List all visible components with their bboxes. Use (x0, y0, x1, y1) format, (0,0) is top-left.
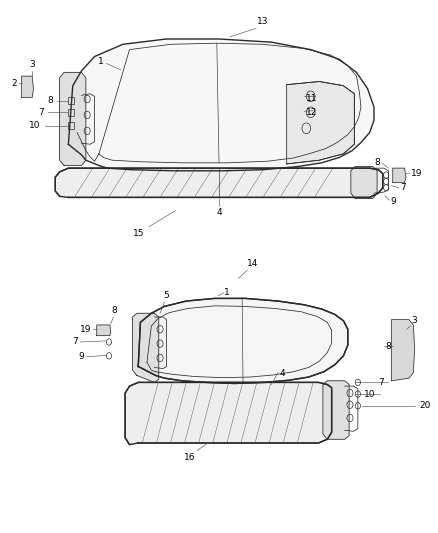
Text: 7: 7 (400, 183, 406, 192)
Text: 8: 8 (386, 342, 392, 351)
Text: 8: 8 (111, 306, 117, 316)
Text: 7: 7 (38, 108, 43, 117)
Text: 3: 3 (29, 60, 35, 69)
Bar (68, 122, 74, 130)
Text: 13: 13 (257, 17, 268, 26)
Polygon shape (287, 82, 354, 164)
Text: 16: 16 (184, 453, 195, 462)
Text: 10: 10 (364, 390, 375, 399)
Polygon shape (351, 166, 377, 198)
Polygon shape (133, 313, 159, 382)
Text: 20: 20 (420, 401, 431, 410)
Polygon shape (392, 320, 415, 381)
Polygon shape (393, 168, 406, 182)
Text: 9: 9 (79, 352, 85, 361)
Text: 19: 19 (411, 169, 423, 178)
Text: 8: 8 (47, 96, 53, 105)
Text: 15: 15 (132, 229, 144, 238)
Text: 11: 11 (306, 94, 318, 103)
Text: 3: 3 (411, 316, 417, 325)
Polygon shape (323, 381, 349, 439)
Polygon shape (125, 382, 332, 445)
Text: 7: 7 (378, 378, 384, 387)
Text: 7: 7 (73, 337, 78, 346)
Text: 4: 4 (216, 208, 222, 217)
Polygon shape (97, 325, 111, 336)
Text: 1: 1 (99, 58, 104, 66)
Text: 10: 10 (29, 121, 41, 130)
Polygon shape (60, 72, 86, 165)
Text: 8: 8 (375, 158, 381, 167)
Polygon shape (55, 168, 383, 197)
Polygon shape (21, 76, 33, 98)
Text: 12: 12 (306, 108, 318, 117)
Text: 4: 4 (279, 369, 285, 378)
Bar (68, 109, 74, 116)
Polygon shape (68, 39, 374, 171)
Text: 9: 9 (390, 197, 396, 206)
Text: 1: 1 (224, 287, 230, 296)
Text: 14: 14 (247, 259, 259, 268)
Text: 5: 5 (163, 291, 169, 300)
Text: 2: 2 (12, 78, 17, 87)
Bar (68, 97, 74, 104)
Text: 19: 19 (80, 325, 92, 334)
Polygon shape (138, 298, 348, 383)
